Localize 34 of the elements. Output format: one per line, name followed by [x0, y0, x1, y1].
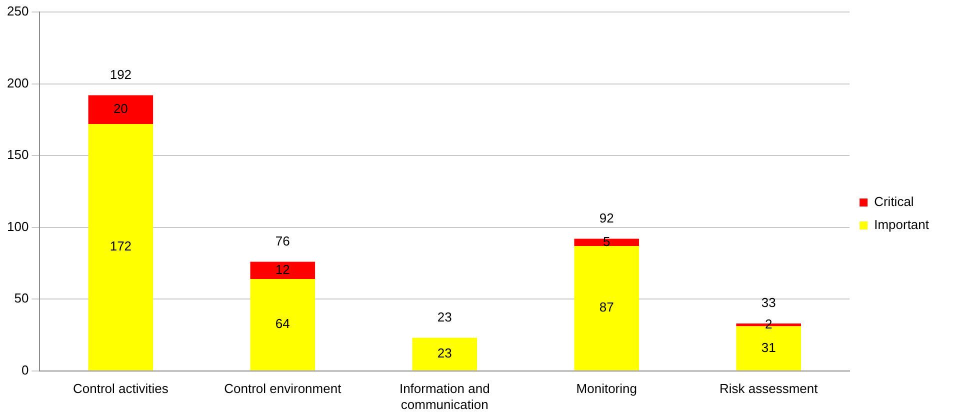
data-label: 87 [599, 300, 614, 315]
data-label: 64 [275, 316, 290, 332]
x-tick-label: Control environment [224, 381, 342, 396]
x-tick-label: Information and communication [399, 381, 490, 412]
x-tick-label: Monitoring [576, 381, 637, 396]
total-label: 192 [110, 66, 132, 82]
data-label: 23 [437, 346, 452, 361]
bar [574, 238, 640, 246]
x-tick-label: Risk assessment [719, 381, 818, 396]
bar [88, 95, 154, 124]
total-label: 33 [761, 295, 776, 310]
data-label: 20 [113, 101, 128, 116]
total-label: 23 [437, 309, 452, 324]
data-label: 12 [275, 262, 290, 277]
legend-label: Important [874, 217, 930, 232]
legend-label: Critical [874, 194, 914, 210]
y-tick-label: 150 [6, 147, 29, 162]
y-tick-label: 250 [6, 4, 29, 19]
y-tick-label: 50 [14, 290, 29, 306]
y-tick-label: 100 [6, 218, 29, 234]
total-label: 92 [599, 210, 614, 226]
bar [250, 278, 316, 370]
bar [574, 246, 640, 370]
x-tick-label: Control activities [72, 381, 169, 396]
data-label: 31 [761, 340, 776, 355]
data-label: 2 [764, 316, 772, 332]
data-label: 172 [110, 238, 132, 254]
y-tick-label: 200 [6, 75, 29, 90]
y-tick-label: 0 [21, 362, 29, 378]
bar [88, 124, 154, 370]
bar [250, 262, 316, 279]
total-label: 76 [275, 233, 290, 248]
bar [412, 338, 478, 370]
data-label: 5 [603, 234, 610, 249]
